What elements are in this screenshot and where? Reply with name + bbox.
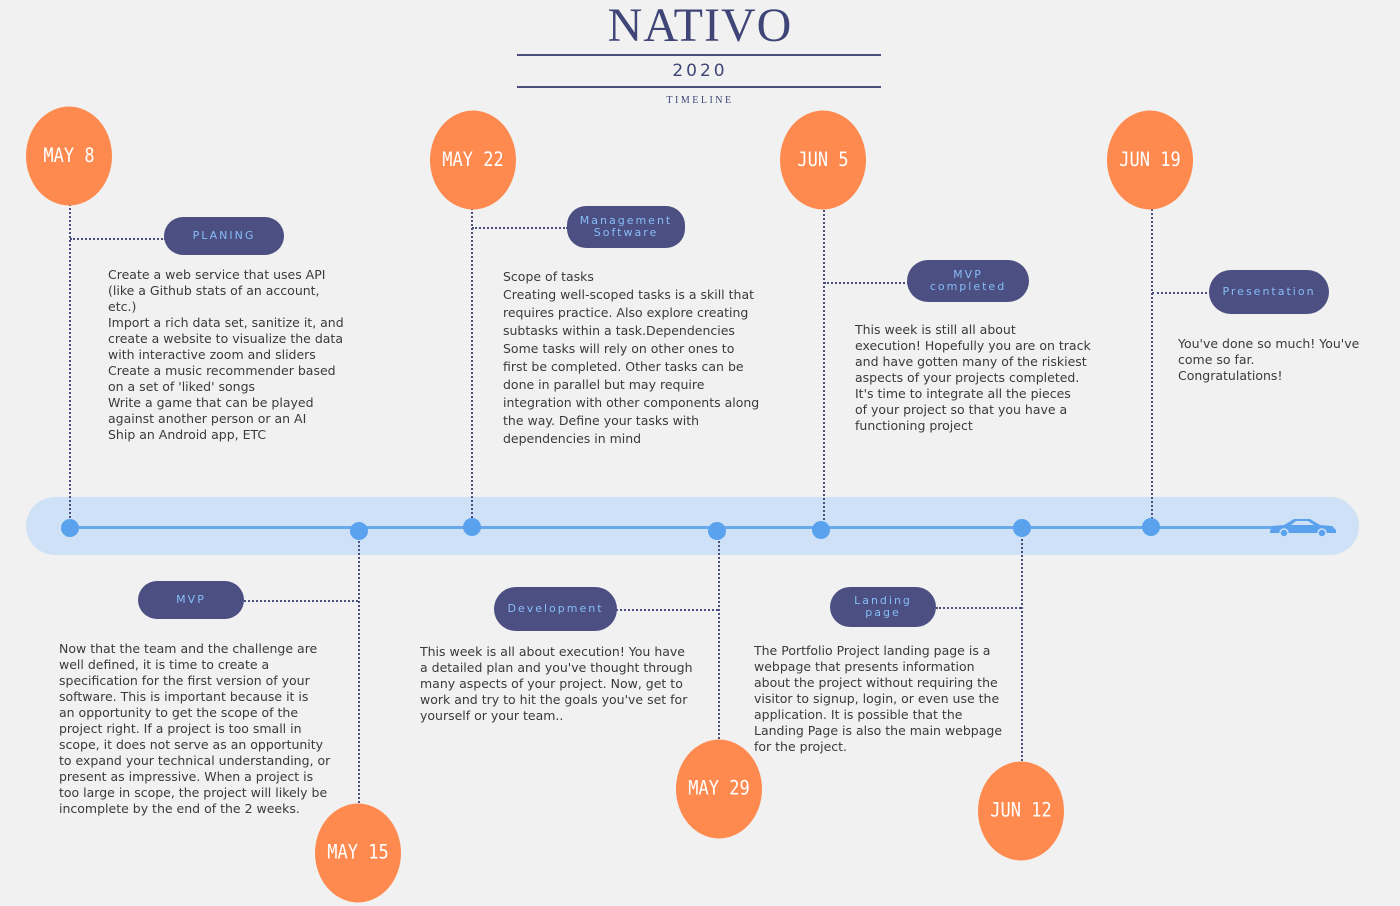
timeline-dot-jun5 bbox=[812, 521, 830, 539]
pill-management-software: Management Software bbox=[567, 206, 685, 248]
link-planing bbox=[70, 238, 166, 240]
date-circle-may15: MAY 15 bbox=[315, 803, 401, 903]
connector-jun12 bbox=[1021, 530, 1023, 773]
pill-landing-page: Landing page bbox=[830, 587, 936, 627]
date-circle-jun12: JUN 12 bbox=[978, 761, 1064, 861]
car-icon bbox=[1270, 519, 1336, 538]
date-circle-may29: MAY 29 bbox=[676, 739, 762, 839]
timeline-dot-may8 bbox=[61, 519, 79, 537]
link-mvp bbox=[244, 600, 358, 602]
connector-may15 bbox=[358, 530, 360, 815]
timeline-dot-may15 bbox=[350, 522, 368, 540]
link-management bbox=[472, 227, 568, 229]
subtitle: TIMELINE bbox=[666, 95, 734, 106]
year-label: 2020 bbox=[672, 61, 728, 81]
page-title: NATIVO bbox=[607, 0, 793, 52]
connector-jun5 bbox=[823, 202, 825, 528]
pill-mvp: MVP bbox=[138, 581, 244, 619]
pill-mvp-completed: MVP completed bbox=[907, 260, 1029, 302]
title-divider-top bbox=[517, 54, 881, 56]
desc-jun19: You've done so much! You've come so far.… bbox=[1178, 336, 1360, 383]
date-circle-may22: MAY 22 bbox=[430, 110, 516, 210]
timeline-dot-may29 bbox=[708, 522, 726, 540]
desc-may29: This week is all about execution! You ha… bbox=[420, 644, 693, 723]
desc-jun5: This week is still all about execution! … bbox=[855, 322, 1091, 433]
link-presentation bbox=[1152, 292, 1211, 294]
connector-may29 bbox=[718, 530, 720, 750]
timeline-axis bbox=[70, 526, 1300, 529]
link-mvp-completed bbox=[824, 282, 909, 284]
date-circle-may8: MAY 8 bbox=[26, 106, 112, 206]
timeline-dot-jun19 bbox=[1142, 518, 1160, 536]
connector-jun19 bbox=[1151, 202, 1153, 526]
timeline-dot-may22 bbox=[463, 518, 481, 536]
desc-may15: Now that the team and the challenge are … bbox=[59, 641, 331, 816]
desc-may22: Scope of tasks Creating well-scoped task… bbox=[503, 269, 760, 446]
pill-presentation: Presentation bbox=[1209, 270, 1329, 314]
connector-may8 bbox=[69, 196, 71, 526]
date-circle-jun19: JUN 19 bbox=[1107, 110, 1193, 210]
link-landing bbox=[936, 607, 1021, 609]
connector-may22 bbox=[471, 201, 473, 526]
desc-jun12: The Portfolio Project landing page is a … bbox=[754, 643, 1003, 754]
desc-may8: Create a web service that uses API (like… bbox=[108, 267, 344, 442]
pill-development: Development bbox=[494, 587, 617, 631]
link-development bbox=[616, 609, 718, 611]
pill-planing: PLANING bbox=[164, 217, 284, 255]
title-divider-bottom bbox=[517, 86, 881, 88]
timeline-dot-jun12 bbox=[1013, 519, 1031, 537]
date-circle-jun5: JUN 5 bbox=[780, 110, 866, 210]
